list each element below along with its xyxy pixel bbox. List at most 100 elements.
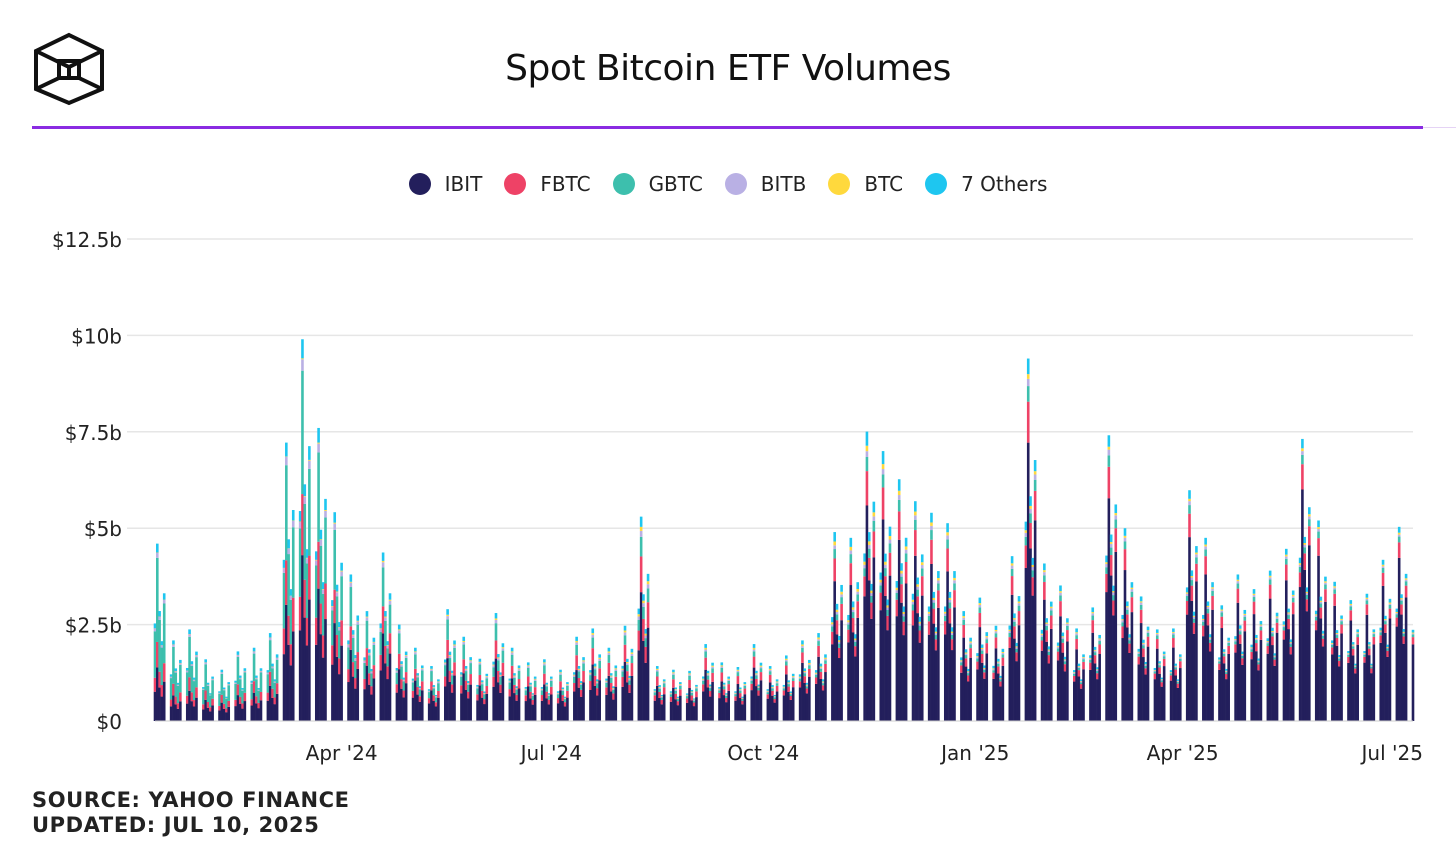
- bar-segment: [904, 549, 908, 554]
- bar-segment: [1045, 622, 1048, 624]
- bar-segment: [1384, 621, 1387, 625]
- bar-segment: [738, 693, 742, 699]
- legend-item-bitb[interactable]: BITB: [724, 172, 806, 196]
- bar-segment: [1096, 667, 1099, 670]
- bar-segment: [1112, 615, 1115, 721]
- bar-segment: [1082, 657, 1085, 660]
- bar-segment: [1259, 639, 1263, 721]
- bar-segment: [464, 671, 468, 681]
- bar-segment: [1255, 640, 1258, 644]
- bar-segment: [1234, 640, 1237, 642]
- bar-segment: [708, 684, 712, 687]
- bar-segment: [900, 576, 903, 585]
- bar-segment: [771, 687, 774, 689]
- bar-segment: [317, 588, 320, 721]
- bar-segment: [1236, 583, 1240, 589]
- bar-segment: [817, 633, 820, 638]
- bar-segment: [789, 699, 793, 721]
- bar-segment: [718, 690, 721, 693]
- bar-segment: [1400, 604, 1403, 615]
- bar-segment: [851, 607, 855, 610]
- bar-segment: [1026, 386, 1030, 402]
- bar-segment: [335, 656, 339, 721]
- bar-segment: [492, 686, 495, 721]
- bar-segment: [250, 699, 254, 706]
- bar-segment: [462, 642, 466, 645]
- bar-segment: [679, 684, 682, 686]
- legend-item-7-others[interactable]: 7 Others: [925, 172, 1047, 196]
- bar-segment: [192, 706, 196, 721]
- bar-segment: [950, 650, 954, 721]
- bar-segment: [727, 690, 731, 721]
- bar-segment: [755, 670, 758, 674]
- bar-segment: [1155, 629, 1159, 633]
- bar-segment: [946, 535, 949, 540]
- bar-segment: [561, 689, 565, 691]
- bar-segment: [379, 632, 383, 655]
- bar-segment: [1266, 653, 1270, 721]
- bar-segment: [1128, 634, 1131, 638]
- bar-segment: [711, 681, 714, 721]
- bar-segment: [1139, 623, 1143, 721]
- bar-segment: [462, 636, 466, 641]
- bar-segment: [1333, 605, 1336, 721]
- bar-segment: [1303, 544, 1307, 548]
- legend-item-ibit[interactable]: IBIT: [408, 172, 482, 196]
- legend-swatch: [612, 173, 635, 195]
- bar-segment: [427, 703, 431, 721]
- bar-segment: [211, 705, 214, 721]
- bar-segment: [222, 689, 226, 691]
- bar-segment: [1211, 582, 1214, 588]
- bar-segment: [478, 664, 482, 675]
- bar-segment: [577, 668, 581, 670]
- bar-segment: [556, 698, 560, 704]
- bar-segment: [750, 676, 754, 679]
- bar-segment: [1015, 646, 1019, 648]
- bar-segment: [1275, 622, 1279, 633]
- bar-segment: [1153, 667, 1157, 671]
- bar-segment: [1098, 638, 1101, 640]
- bar-segment: [508, 682, 512, 690]
- bar-segment: [1225, 670, 1228, 672]
- bar-segment: [932, 591, 936, 598]
- bar-segment: [515, 686, 519, 689]
- legend-item-gbtc[interactable]: GBTC: [612, 172, 703, 196]
- bar-segment: [494, 618, 498, 620]
- bar-segment: [1107, 449, 1111, 456]
- bar-segment: [768, 682, 772, 721]
- bar-segment: [529, 686, 532, 692]
- bar-segment: [1289, 646, 1293, 655]
- bar-segment: [287, 548, 290, 555]
- bar-segment: [1379, 642, 1383, 721]
- bar-segment: [918, 616, 922, 622]
- bar-segment: [547, 704, 551, 721]
- bar-segment: [1384, 620, 1387, 622]
- bar-segment: [259, 670, 263, 673]
- bar-segment: [847, 642, 850, 721]
- bar-segment: [1001, 652, 1005, 655]
- bar-segment: [1195, 554, 1198, 558]
- legend-item-fbtc[interactable]: FBTC: [504, 172, 591, 196]
- bar-segment: [162, 681, 166, 721]
- bar-segment: [1324, 584, 1327, 590]
- bar-segment: [1056, 645, 1060, 647]
- legend-item-btc[interactable]: BTC: [828, 172, 903, 196]
- bar-segment: [628, 692, 631, 721]
- bar-segment: [1059, 601, 1062, 617]
- bar-segment: [722, 682, 726, 685]
- bar-segment: [782, 686, 786, 688]
- bar-segment: [879, 579, 883, 583]
- bar-segment: [916, 577, 919, 585]
- bar-segment: [524, 695, 528, 702]
- bar-segment: [1354, 663, 1357, 666]
- bar-segment: [884, 595, 887, 721]
- bar-segment: [614, 665, 618, 669]
- bar-segment: [432, 701, 436, 721]
- bar-segment: [188, 690, 191, 721]
- bar-segment: [741, 698, 744, 699]
- bar-segment: [1227, 641, 1230, 643]
- bar-segment: [658, 685, 661, 687]
- bar-segment: [884, 553, 887, 562]
- bar-segment: [1402, 643, 1406, 721]
- bar-segment: [533, 679, 537, 681]
